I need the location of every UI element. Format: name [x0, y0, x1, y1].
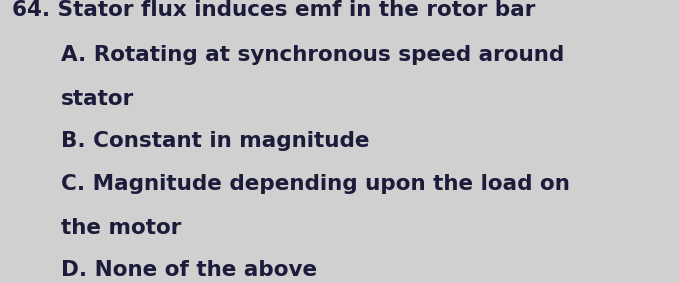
Text: B. Constant in magnitude: B. Constant in magnitude: [61, 131, 369, 151]
Text: stator: stator: [61, 89, 134, 109]
Text: A. Rotating at synchronous speed around: A. Rotating at synchronous speed around: [61, 45, 564, 65]
Text: 64. Stator flux induces emf in the rotor bar: 64. Stator flux induces emf in the rotor…: [12, 0, 536, 20]
Text: C. Magnitude depending upon the load on: C. Magnitude depending upon the load on: [61, 174, 570, 194]
Text: D. None of the above: D. None of the above: [61, 260, 317, 280]
Text: the motor: the motor: [61, 218, 181, 238]
